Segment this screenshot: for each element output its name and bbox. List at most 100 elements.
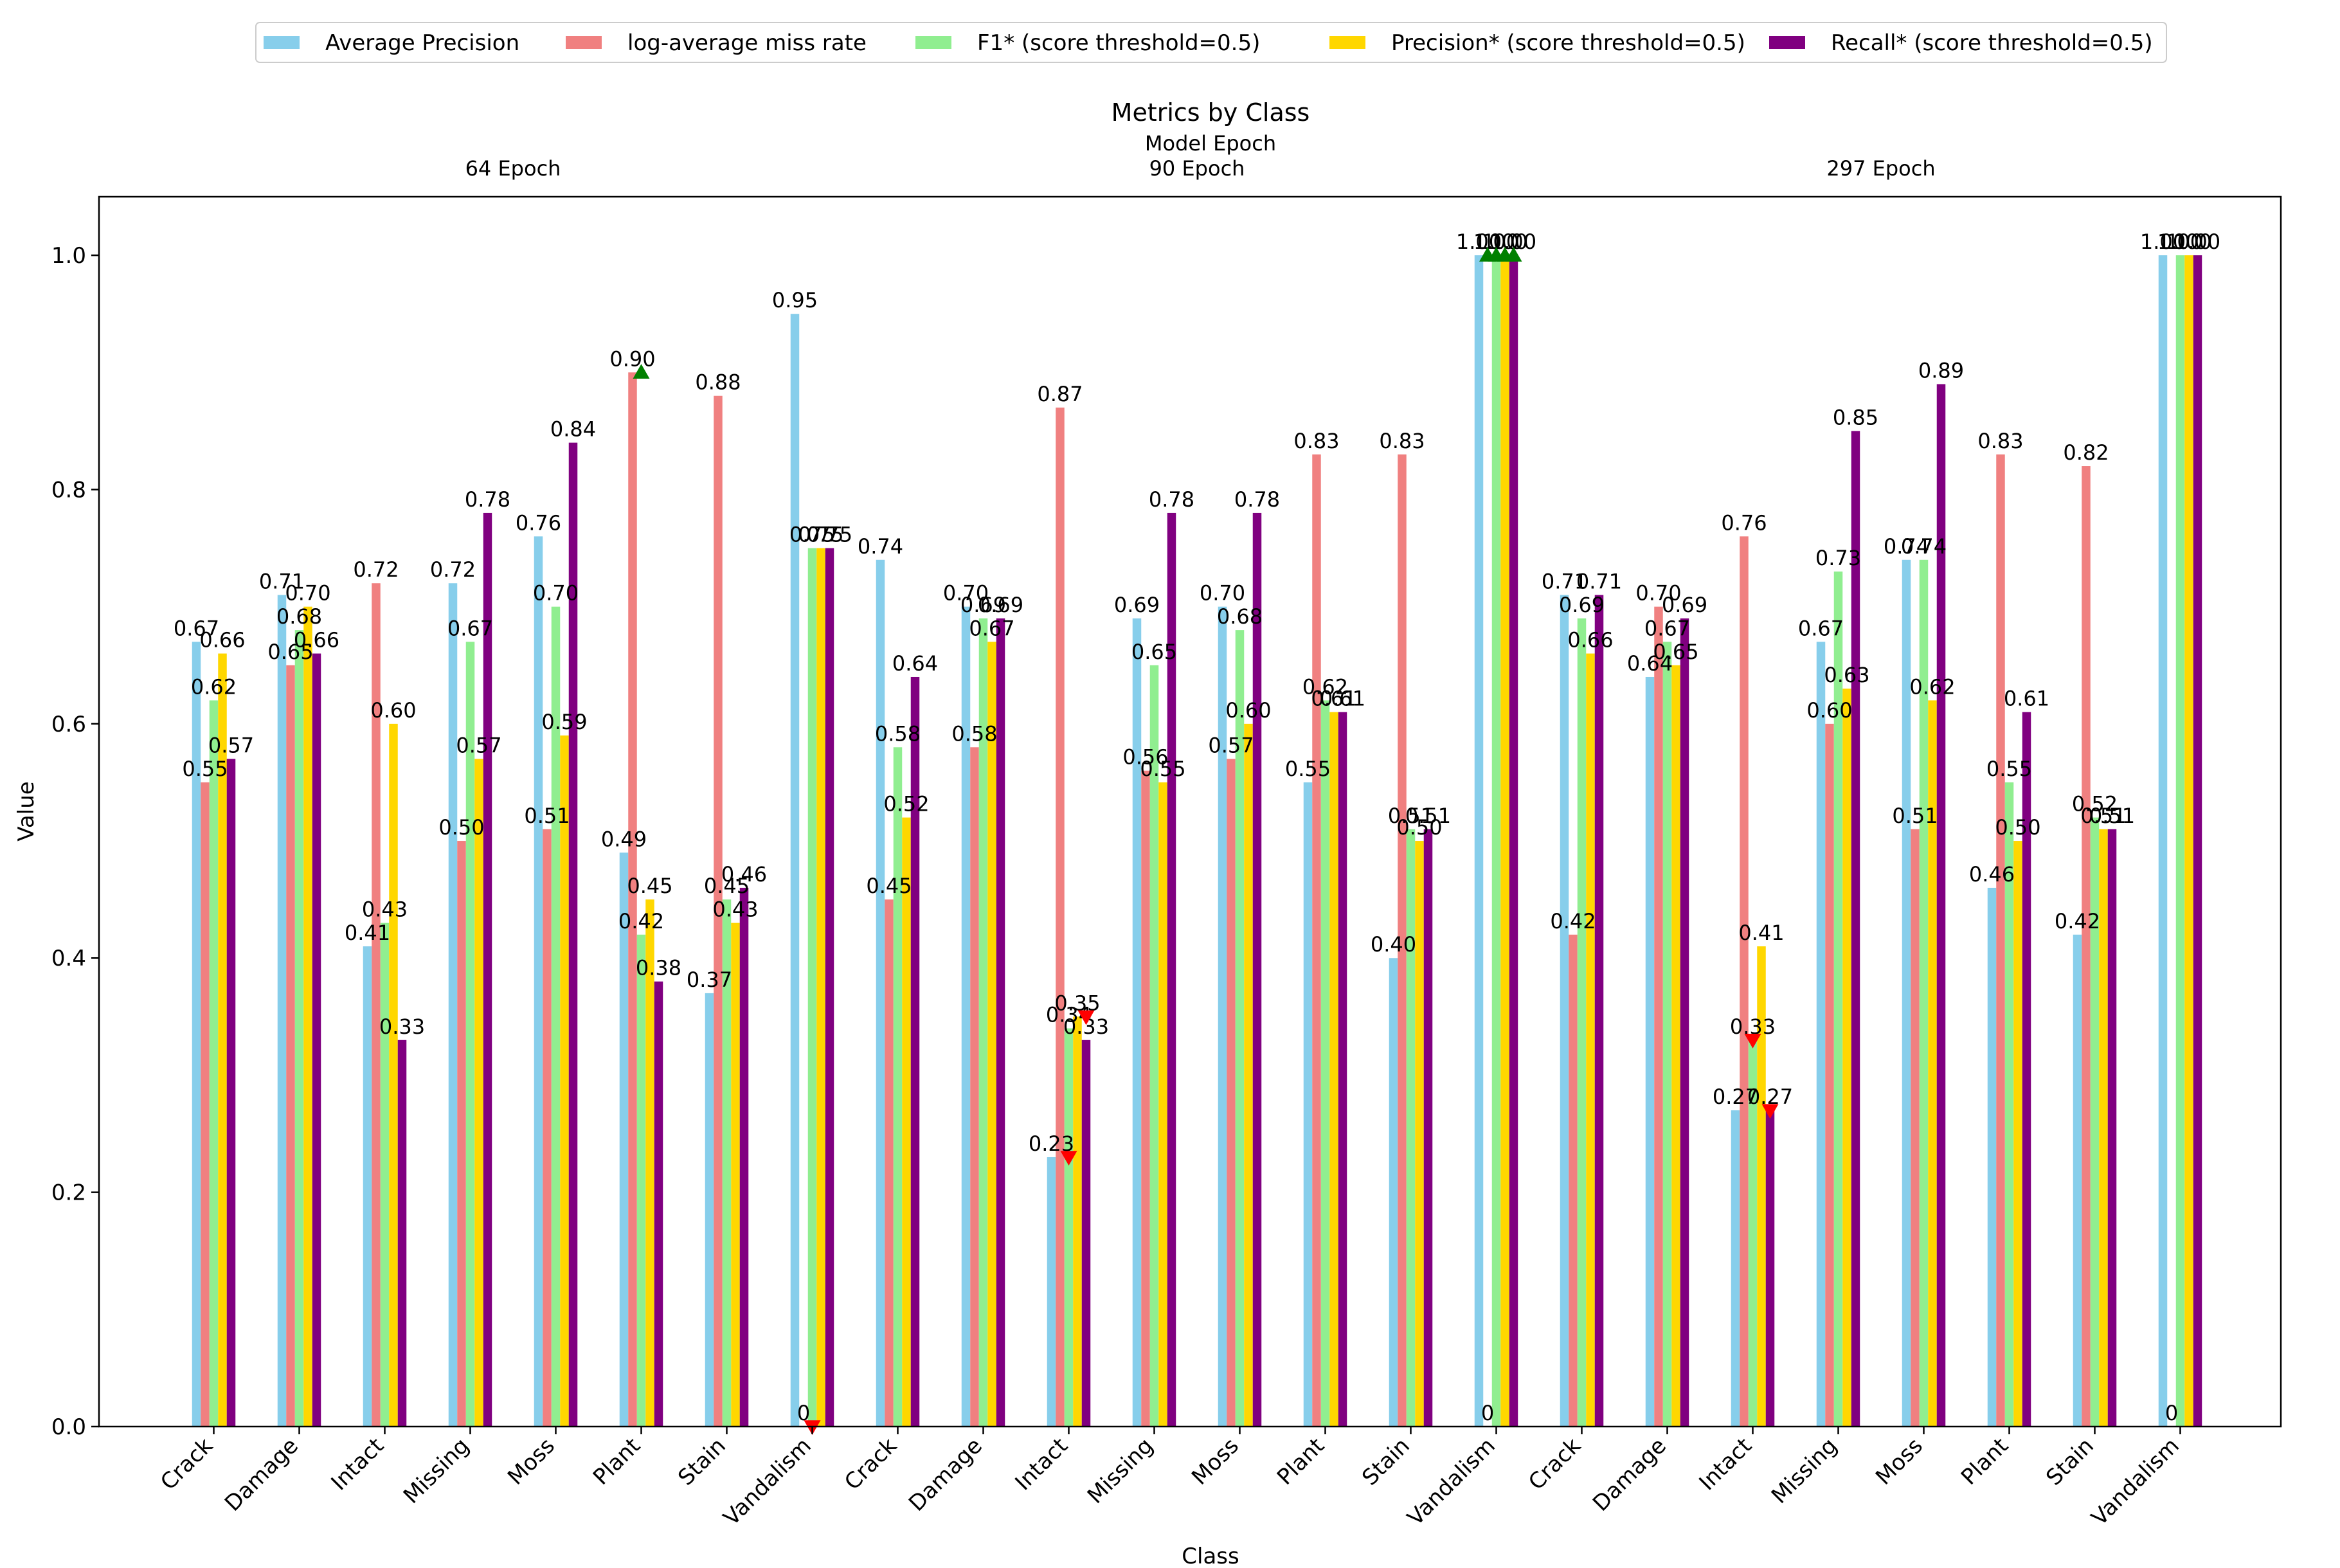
value-label: 0.83 bbox=[1379, 429, 1425, 453]
value-label: 0.64 bbox=[892, 651, 938, 676]
bar bbox=[1244, 723, 1253, 1427]
bar bbox=[1047, 1157, 1056, 1427]
value-label: 0.61 bbox=[1320, 687, 1365, 711]
bar bbox=[465, 642, 475, 1427]
y-tick-label: 0.8 bbox=[51, 477, 86, 503]
value-label: 0.66 bbox=[199, 628, 245, 653]
bar bbox=[474, 759, 483, 1427]
bar bbox=[543, 829, 552, 1427]
legend-swatch bbox=[915, 36, 951, 49]
bar bbox=[619, 852, 629, 1427]
value-label: 0.41 bbox=[1738, 921, 1784, 945]
bar bbox=[978, 618, 988, 1427]
value-label: 0.69 bbox=[1559, 593, 1605, 617]
value-label: 0.58 bbox=[875, 721, 921, 746]
value-label: 0.55 bbox=[1986, 757, 2032, 781]
value-label: 0.72 bbox=[430, 557, 476, 582]
value-label: 0.67 bbox=[174, 616, 219, 640]
x-axis-label: Class bbox=[1182, 1544, 1239, 1565]
epoch-group-label: 297 Epoch bbox=[1826, 156, 1935, 181]
value-label: 0.70 bbox=[1200, 581, 1245, 606]
bar bbox=[654, 981, 663, 1427]
bar bbox=[636, 934, 646, 1427]
marker-down bbox=[1060, 1151, 1077, 1166]
chart-title: Metrics by Class bbox=[1112, 98, 1310, 127]
bar bbox=[1851, 431, 1860, 1427]
value-label: 0.56 bbox=[1122, 745, 1168, 770]
legend-swatch bbox=[264, 36, 300, 49]
legend-label: Average Precision bbox=[325, 30, 519, 56]
value-label: 0.51 bbox=[2080, 804, 2126, 828]
bar bbox=[628, 372, 637, 1427]
bar bbox=[380, 923, 390, 1427]
value-label: 0.90 bbox=[609, 347, 655, 371]
legend-swatch bbox=[566, 36, 602, 49]
bar bbox=[294, 630, 304, 1427]
value-label: 0.68 bbox=[276, 604, 322, 629]
bar bbox=[1474, 255, 1484, 1427]
value-label: 0.64 bbox=[1627, 651, 1673, 676]
legend: Average Precision log-average miss rate F1… bbox=[255, 22, 2167, 63]
value-label: 0.95 bbox=[772, 288, 818, 312]
value-label: 0.42 bbox=[2055, 909, 2100, 933]
marker-up bbox=[633, 364, 650, 379]
value-label: 0.74 bbox=[1901, 534, 1947, 559]
bar bbox=[286, 665, 295, 1427]
bar bbox=[961, 606, 971, 1427]
bar bbox=[722, 899, 732, 1427]
bar bbox=[1064, 1028, 1074, 1427]
value-label: 0.61 bbox=[2004, 687, 2049, 711]
legend-swatch bbox=[1329, 36, 1365, 49]
bar bbox=[1509, 255, 1518, 1427]
y-tick-label: 0.0 bbox=[51, 1414, 86, 1440]
bar bbox=[2013, 841, 2022, 1427]
value-label: 0.82 bbox=[2063, 440, 2109, 465]
value-label: 0.69 bbox=[978, 593, 1023, 617]
value-label: 0.72 bbox=[353, 557, 399, 582]
bar bbox=[1081, 1040, 1091, 1427]
y-axis-label: Value bbox=[14, 781, 39, 841]
bars bbox=[192, 255, 2202, 1427]
bar bbox=[1167, 512, 1176, 1427]
bar bbox=[1671, 665, 1680, 1427]
bar bbox=[1816, 642, 1826, 1427]
value-label: 0.59 bbox=[541, 710, 587, 734]
bar bbox=[1569, 934, 1578, 1427]
bar bbox=[2082, 466, 2091, 1427]
legend-label: Recall* (score threshold=0.5) bbox=[1831, 30, 2153, 56]
value-label: 0.67 bbox=[447, 616, 493, 640]
value-label: 0.75 bbox=[798, 523, 843, 547]
bar bbox=[2073, 934, 2082, 1427]
legend-label: log-average miss rate bbox=[627, 30, 867, 56]
value-label: 1.00 bbox=[2157, 230, 2203, 254]
value-label: 0.57 bbox=[1208, 734, 1254, 758]
marker-up bbox=[1505, 247, 1522, 262]
bar bbox=[790, 314, 800, 1427]
value-label: 0.67 bbox=[969, 616, 1014, 640]
value-label: 1.00 bbox=[2175, 230, 2220, 254]
value-label: 1.00 bbox=[1456, 230, 1502, 254]
value-label: 0.50 bbox=[1995, 815, 2040, 840]
bar bbox=[1312, 454, 1321, 1427]
bar bbox=[312, 653, 321, 1427]
value-label: 0.70 bbox=[943, 581, 989, 606]
bar bbox=[201, 782, 210, 1427]
bar bbox=[1654, 606, 1663, 1427]
bar bbox=[1132, 618, 1142, 1427]
value-label: 0.68 bbox=[1217, 604, 1263, 629]
value-label: 0.61 bbox=[1311, 687, 1356, 711]
bar bbox=[714, 395, 723, 1427]
value-label: 0.62 bbox=[1909, 674, 1955, 699]
bar bbox=[2158, 255, 2168, 1427]
bar bbox=[389, 723, 398, 1427]
bar bbox=[705, 993, 714, 1427]
epoch-group-label: 64 Epoch bbox=[465, 156, 561, 181]
bar bbox=[1577, 618, 1587, 1427]
value-label: 0.69 bbox=[1114, 593, 1160, 617]
y-axis-ticks: 0.0 0.2 0.4 0.6 0.8 1.0 bbox=[51, 243, 99, 1440]
bar bbox=[910, 676, 920, 1427]
value-label: 0 bbox=[797, 1401, 810, 1425]
value-label: 0.74 bbox=[858, 534, 903, 559]
y-tick-label: 0.6 bbox=[51, 712, 86, 737]
